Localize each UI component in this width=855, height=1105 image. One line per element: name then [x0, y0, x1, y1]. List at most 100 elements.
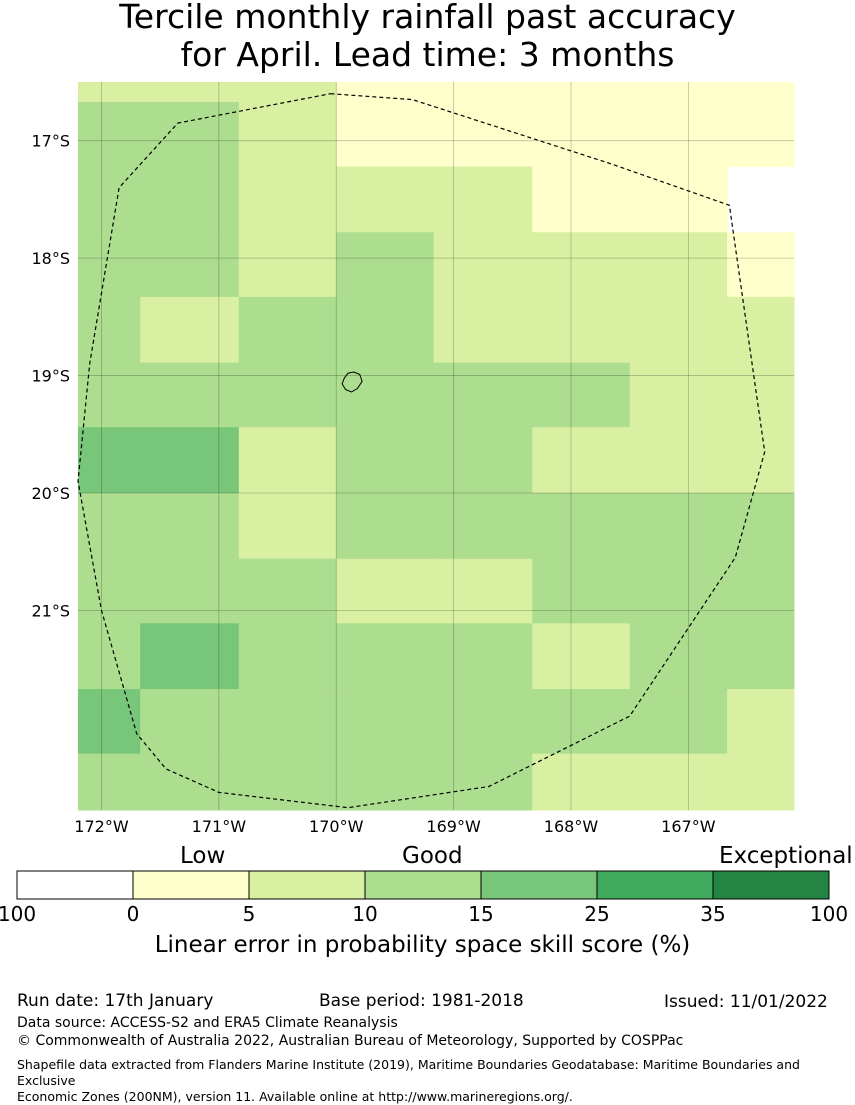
- skill-cell: [629, 82, 728, 103]
- skill-cell: [140, 362, 240, 428]
- skill-cell: [727, 558, 795, 624]
- category-exceptional-label: Exceptional: [719, 843, 853, 869]
- skill-cell: [336, 82, 435, 103]
- shapefile-credit-line2: Economic Zones (200NM), version 11. Avai…: [17, 1089, 573, 1104]
- colorbar-tick-label: 25: [584, 902, 610, 926]
- skill-cell: [433, 753, 533, 811]
- skill-cell: [238, 362, 337, 428]
- skill-cell: [140, 492, 240, 560]
- skill-cell: [78, 623, 141, 690]
- skill-cell: [140, 689, 240, 755]
- skill-cell: [629, 492, 728, 560]
- longitude-label: 170°W: [309, 817, 364, 836]
- skill-cell: [433, 296, 533, 364]
- skill-cell: [336, 558, 435, 624]
- skill-cell: [336, 753, 435, 811]
- skill-cell: [140, 558, 240, 624]
- skill-cell: [238, 82, 337, 103]
- data-source: Data source: ACCESS-S2 and ERA5 Climate …: [17, 1015, 398, 1031]
- skill-cell: [727, 689, 795, 755]
- skill-cell: [336, 166, 435, 233]
- category-good-label: Good: [402, 843, 463, 869]
- eez-boundary: [77, 93, 766, 809]
- skill-cell: [629, 427, 728, 494]
- skill-cell: [727, 362, 795, 428]
- skill-cell: [336, 362, 435, 428]
- skill-cell: [336, 296, 435, 364]
- skill-cell: [78, 166, 141, 233]
- skill-cell: [238, 492, 337, 560]
- skill-cell: [532, 558, 631, 624]
- skill-cell: [629, 101, 728, 168]
- colorbar-title: Linear error in probability space skill …: [154, 932, 691, 958]
- longitude-label: 172°W: [74, 817, 129, 836]
- skill-cell: [727, 232, 795, 298]
- colorbar-swatch: [712, 870, 830, 900]
- shapefile-credit-line1: Shapefile data extracted from Flanders M…: [17, 1057, 800, 1088]
- skill-cell: [727, 623, 795, 690]
- skill-cell: [629, 689, 728, 755]
- skill-cell: [433, 362, 533, 428]
- skill-cell: [727, 82, 795, 103]
- skill-cell: [140, 82, 240, 103]
- skill-cell: [238, 623, 337, 690]
- skill-grid: [78, 82, 795, 811]
- skill-cell: [238, 101, 337, 168]
- skill-cell: [433, 101, 533, 168]
- skill-cell: [532, 362, 631, 428]
- skill-cell: [336, 427, 435, 494]
- copyright: © Commonwealth of Australia 2022, Austra…: [17, 1033, 684, 1049]
- latitude-label: 17°S: [31, 132, 70, 151]
- skill-cell: [78, 296, 141, 364]
- longitude-label: 171°W: [192, 817, 247, 836]
- skill-cell: [238, 689, 337, 755]
- latitude-label: 19°S: [31, 367, 70, 386]
- skill-cell: [78, 362, 141, 428]
- colorbar-swatch: [364, 870, 482, 900]
- skill-cell: [433, 82, 533, 103]
- colorbar-tick-label: 5: [242, 902, 256, 926]
- skill-cell: [433, 623, 533, 690]
- skill-cell: [238, 558, 337, 624]
- colorbar-tick-label: 100: [0, 902, 37, 926]
- skill-cell: [532, 82, 631, 103]
- graticule: [78, 82, 794, 810]
- skill-cell: [532, 427, 631, 494]
- axis-ticks: 17°S 18°S 19°S 20°S 21°S 172°W 171°W 170°W 169°W…: [31, 132, 715, 836]
- skill-cell: [336, 623, 435, 690]
- skill-cell: [629, 232, 728, 298]
- colorbar-tick-label: 15: [468, 902, 494, 926]
- skill-cell: [336, 101, 435, 168]
- skill-cell: [78, 82, 141, 103]
- colorbar-tick-label: 10: [352, 902, 378, 926]
- skill-cell: [78, 427, 141, 494]
- skill-cell: [433, 558, 533, 624]
- skill-cell: [78, 753, 141, 811]
- skill-cell: [238, 427, 337, 494]
- latitude-label: 21°S: [31, 601, 70, 620]
- category-low-label: Low: [180, 843, 226, 869]
- skill-cell: [727, 101, 795, 168]
- skill-cell: [727, 296, 795, 364]
- skill-cell: [629, 362, 728, 428]
- skill-cell: [140, 232, 240, 298]
- shapefile-credit: Shapefile data extracted from Flanders M…: [17, 1057, 847, 1105]
- skill-cell: [336, 492, 435, 560]
- skill-cell: [238, 753, 337, 811]
- colorbar-swatch: [16, 870, 134, 900]
- skill-cell: [140, 427, 240, 494]
- skill-cell: [433, 689, 533, 755]
- skill-cell: [532, 232, 631, 298]
- skill-cell: [532, 296, 631, 364]
- colorbar: [16, 870, 830, 900]
- boundaries: [77, 93, 766, 809]
- skill-cell: [532, 101, 631, 168]
- latitude-label: 20°S: [31, 484, 70, 503]
- skill-cell: [532, 623, 631, 690]
- skill-cell: [532, 492, 631, 560]
- skill-cell: [629, 753, 728, 811]
- latitude-label: 18°S: [31, 249, 70, 268]
- longitude-label: 168°W: [544, 817, 599, 836]
- skill-cell: [433, 492, 533, 560]
